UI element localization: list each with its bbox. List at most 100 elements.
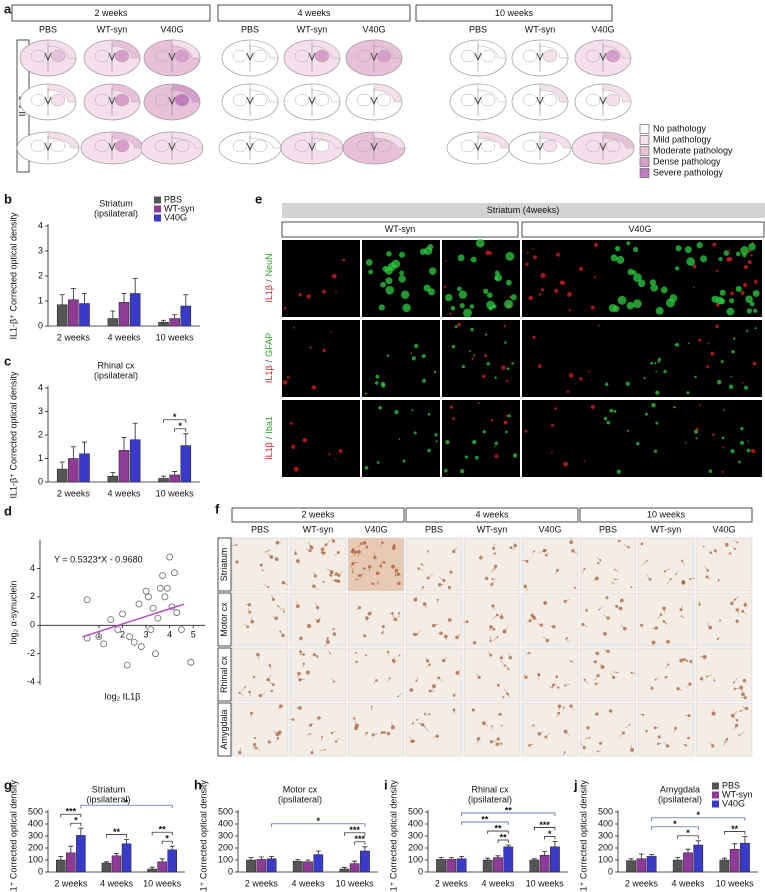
signal-red [554, 288, 559, 294]
cell-process [663, 620, 667, 626]
brain-cortex [539, 39, 569, 59]
panel-label: c [4, 353, 11, 368]
cell-process [336, 580, 339, 584]
micrograph [442, 400, 520, 477]
panel-label: d [4, 503, 12, 518]
cell-process [325, 638, 328, 644]
cell-process [732, 710, 738, 716]
cell-process [332, 537, 334, 542]
stain-red: IL1β [264, 365, 274, 383]
chart-subtitle: (ipsilateral) [94, 208, 138, 218]
signal-red [311, 385, 317, 390]
micrograph [521, 702, 579, 757]
signal-green [694, 429, 699, 434]
brain-section [574, 39, 632, 77]
signal-green [688, 342, 690, 345]
brain-section [511, 83, 569, 121]
group-box [11, 4, 211, 22]
brain-striatum [174, 49, 190, 63]
brain-section [511, 39, 569, 77]
significance-label: * [165, 834, 169, 844]
signal-red [335, 458, 337, 460]
signal-red [293, 466, 299, 472]
cell-process [433, 735, 438, 738]
cell-process [710, 552, 713, 555]
cell-process [584, 737, 590, 739]
signal-red [298, 293, 302, 297]
micrograph [579, 647, 637, 702]
signal-green [494, 376, 497, 380]
signal-green [445, 439, 450, 445]
brain-section [221, 39, 279, 77]
brain-striatum [542, 49, 558, 63]
signal-green [427, 413, 431, 416]
cell-process [742, 706, 747, 709]
signal-green [637, 279, 646, 288]
signal-green [633, 246, 639, 253]
signal-green [684, 246, 692, 254]
signal-green [726, 307, 735, 316]
x-tick-label: 4 weeks [481, 878, 515, 888]
signal-green [428, 267, 437, 275]
stained-cell [313, 574, 317, 578]
cell-process [505, 664, 509, 670]
signal-red [503, 324, 506, 328]
error-bar [59, 294, 65, 305]
cell-process [298, 638, 302, 641]
bar [79, 303, 90, 327]
signal-red [292, 326, 295, 329]
signal-red [528, 295, 533, 301]
signal-green [435, 440, 438, 443]
legend-label: Mild pathology [653, 134, 712, 144]
cell-process [268, 675, 272, 680]
significance-label: * [697, 810, 701, 820]
micrograph [231, 702, 289, 757]
condition-label: V40G [712, 524, 735, 534]
signal-green [386, 251, 392, 257]
x-tick-label: 10 weeks [716, 878, 755, 888]
cell-process [332, 573, 337, 576]
signal-green [504, 299, 514, 309]
significance-label: * [686, 828, 690, 838]
brain-striatum [314, 139, 330, 153]
cell-process [706, 622, 711, 628]
bar [68, 299, 79, 327]
signal-green [746, 448, 751, 453]
signal-green [633, 273, 642, 282]
cell-process [733, 725, 737, 730]
data-point [100, 640, 108, 648]
condition-label: PBS [39, 24, 57, 34]
cell-process [600, 741, 603, 744]
cell-process [530, 725, 534, 727]
cell-process [296, 601, 299, 607]
signal-red [730, 291, 734, 296]
brain-section [446, 131, 510, 165]
bar [740, 842, 750, 873]
data-point [177, 626, 185, 634]
cell-process [276, 738, 279, 743]
x-tick-label: 3 [144, 630, 149, 640]
brain-ventricle [599, 52, 607, 62]
brain-ventricle [108, 52, 116, 62]
micrograph [637, 647, 695, 702]
significance-bracket [497, 839, 509, 843]
region-label: Rhinal cx [219, 655, 229, 693]
brain-ventricle [599, 96, 607, 106]
signal-red [289, 421, 293, 425]
brain-ventricle [585, 93, 601, 107]
cell-process [351, 564, 353, 568]
cell-process [421, 564, 425, 566]
legend-label: PBS [164, 194, 182, 204]
signal-green [720, 360, 724, 364]
cell-process [510, 547, 515, 550]
brain-cortex [602, 39, 632, 59]
signal-green [665, 298, 675, 308]
brain-ventricle [522, 93, 538, 107]
stained-cell [267, 740, 271, 744]
error-bar [362, 846, 368, 851]
signal-green [675, 342, 680, 347]
signal-green [474, 455, 479, 460]
cell-process [335, 737, 340, 742]
cell-process [325, 539, 331, 545]
